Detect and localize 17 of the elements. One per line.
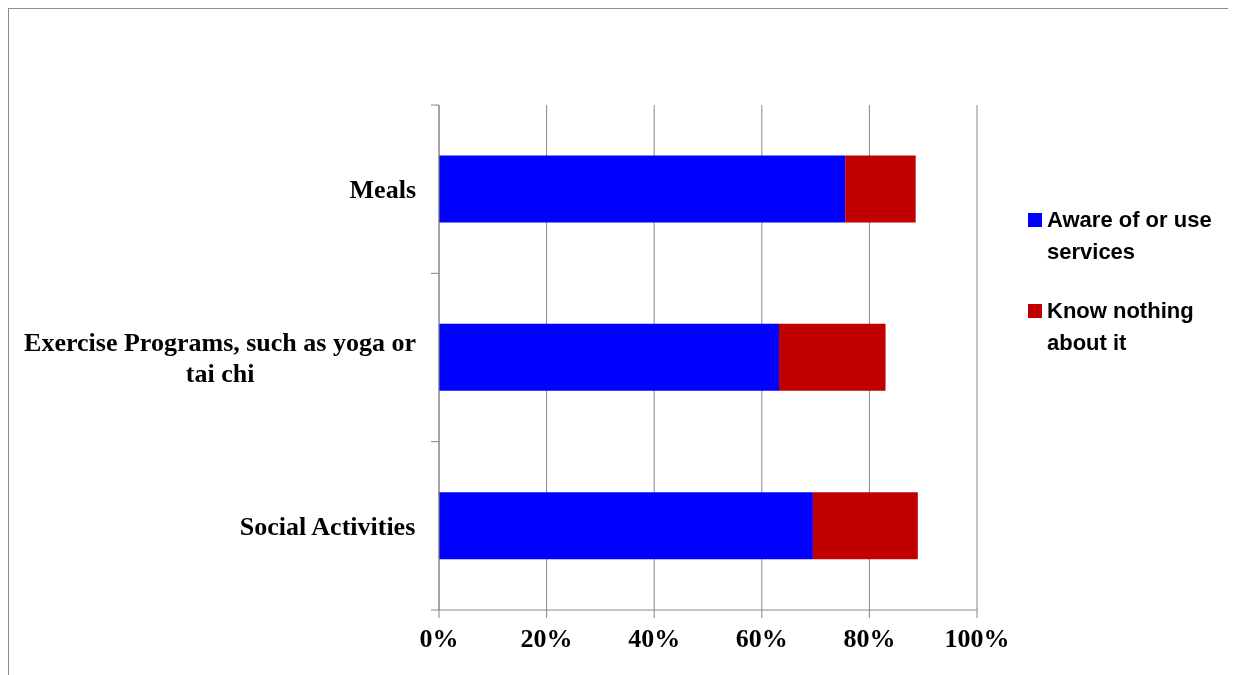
x-tick-label: 0% bbox=[419, 624, 459, 654]
bar bbox=[845, 155, 916, 223]
y-tick-label: Exercise Programs, such as yoga or tai chi bbox=[24, 328, 417, 389]
x-tick-label: 40% bbox=[628, 624, 681, 654]
bar bbox=[439, 492, 813, 560]
legend-label: Know nothing about it bbox=[1047, 297, 1195, 357]
x-tick-label: 20% bbox=[520, 624, 573, 654]
y-tick-label: Social Activities bbox=[239, 511, 416, 541]
bar bbox=[779, 323, 886, 391]
x-tick-label: 80% bbox=[843, 624, 896, 654]
legend-label: Aware of or use services bbox=[1047, 206, 1213, 266]
x-tick-label: 60% bbox=[735, 624, 788, 654]
bar bbox=[439, 323, 780, 391]
y-tick-label: Meals bbox=[349, 175, 416, 205]
bar bbox=[439, 155, 846, 223]
bar bbox=[812, 492, 918, 560]
x-tick-label: 100% bbox=[944, 624, 1010, 654]
